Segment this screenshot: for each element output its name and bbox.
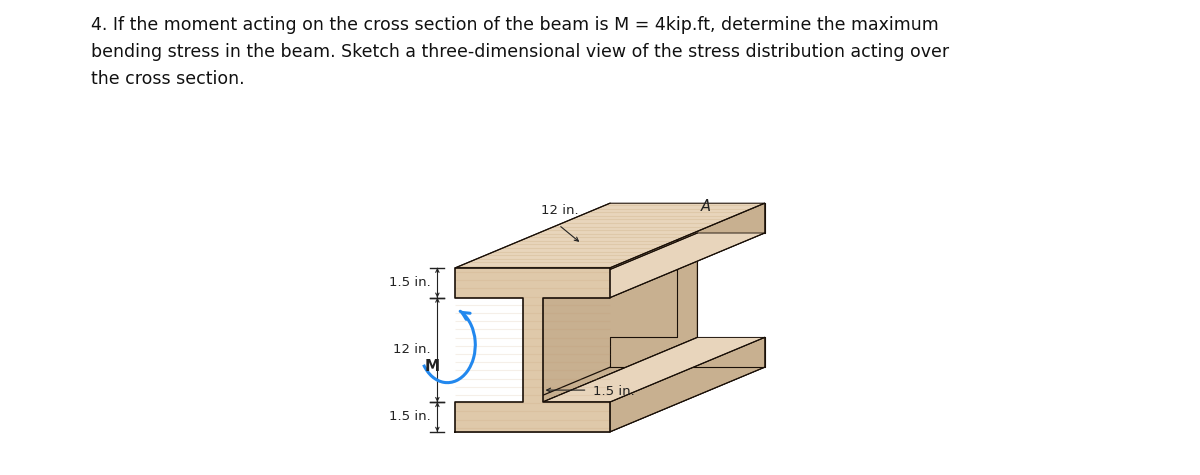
Polygon shape bbox=[542, 233, 697, 402]
Polygon shape bbox=[542, 337, 764, 402]
Text: 4. If the moment acting on the cross section of the beam is M = 4kip.ft, determi: 4. If the moment acting on the cross sec… bbox=[91, 16, 949, 88]
Polygon shape bbox=[455, 268, 610, 432]
Text: 1.5 in.: 1.5 in. bbox=[593, 385, 635, 398]
Text: 12 in.: 12 in. bbox=[541, 204, 578, 217]
Polygon shape bbox=[610, 337, 764, 432]
Text: M: M bbox=[425, 359, 440, 374]
Polygon shape bbox=[610, 203, 764, 298]
Polygon shape bbox=[542, 233, 764, 298]
Text: 1.5 in.: 1.5 in. bbox=[389, 276, 431, 289]
Polygon shape bbox=[455, 203, 764, 268]
Text: A: A bbox=[701, 199, 710, 214]
Text: 1.5 in.: 1.5 in. bbox=[389, 410, 431, 423]
Polygon shape bbox=[610, 203, 764, 367]
Text: 12 in.: 12 in. bbox=[392, 343, 431, 356]
Polygon shape bbox=[455, 367, 764, 432]
